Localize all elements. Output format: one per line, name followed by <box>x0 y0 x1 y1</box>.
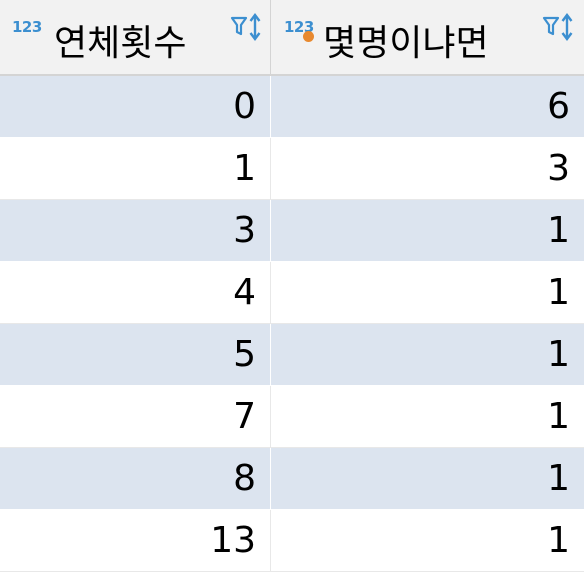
filter-sort-icon[interactable] <box>541 10 577 46</box>
table-cell[interactable]: 1 <box>0 138 271 200</box>
table-cell[interactable]: 5 <box>0 324 271 386</box>
table-cell[interactable]: 1 <box>547 272 570 313</box>
column-header-1[interactable]: 123 몇명이냐면 <box>271 0 584 74</box>
table-row[interactable]: 7 1 <box>0 386 584 448</box>
column-title[interactable]: 연체횟수 <box>54 23 187 64</box>
table-cell[interactable]: 1 <box>547 334 570 375</box>
table-cell[interactable]: 3 <box>547 148 570 189</box>
key-indicator-icon <box>303 31 314 42</box>
table-cell[interactable]: 3 <box>0 200 271 262</box>
table-row[interactable]: 1 3 <box>0 138 584 200</box>
table-cell[interactable]: 8 <box>0 448 271 510</box>
table-cell[interactable]: 1 <box>547 520 570 561</box>
table-cell[interactable]: 7 <box>0 386 271 448</box>
table-row[interactable]: 4 1 <box>0 262 584 324</box>
numeric-type-icon: 123 <box>12 18 42 36</box>
table-row[interactable]: 0 6 <box>0 76 584 138</box>
table-cell[interactable]: 1 <box>547 210 570 251</box>
grid-body: 0 6 1 3 3 1 4 1 5 1 7 1 8 1 13 1 <box>0 76 584 572</box>
table-row[interactable]: 13 1 <box>0 510 584 572</box>
table-cell[interactable]: 0 <box>0 76 271 138</box>
filter-sort-icon[interactable] <box>229 10 265 46</box>
table-row[interactable]: 8 1 <box>0 448 584 510</box>
table-row[interactable]: 3 1 <box>0 200 584 262</box>
table-cell[interactable]: 13 <box>0 510 271 572</box>
table-row[interactable]: 5 1 <box>0 324 584 386</box>
column-header-0[interactable]: 123 연체횟수 <box>0 0 271 74</box>
table-cell[interactable]: 6 <box>547 86 570 127</box>
table-cell[interactable]: 4 <box>0 262 271 324</box>
table-cell[interactable]: 1 <box>547 396 570 437</box>
table-cell[interactable]: 1 <box>547 458 570 499</box>
column-title[interactable]: 몇명이냐면 <box>323 23 489 64</box>
grid-header: 123 연체횟수 123 몇명이냐면 <box>0 0 584 76</box>
